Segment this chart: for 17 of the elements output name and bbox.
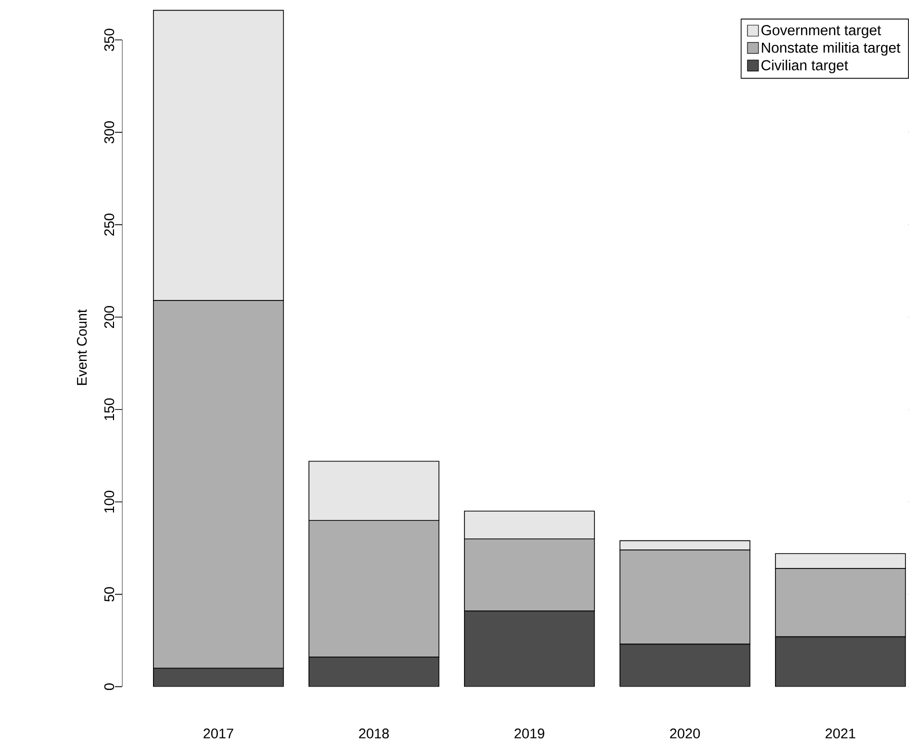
y-tick-label: 200	[104, 306, 114, 328]
y-tick-label: 0	[104, 683, 114, 690]
y-tick-label: 300	[104, 121, 114, 144]
y-tick-label: 100	[104, 490, 114, 512]
x-tick-label: 2021	[826, 728, 856, 738]
y-axis-title: Event Count	[76, 309, 87, 385]
legend-label: Nonstate militia target	[762, 42, 900, 56]
x-tick-label: 2019	[514, 728, 544, 738]
y-tick-label: 50	[104, 587, 114, 602]
y-tick-label: 150	[104, 398, 114, 420]
legend-label: Civilian target	[761, 60, 848, 74]
y-tick-label: 350	[104, 28, 114, 51]
legend-label: Government target	[761, 25, 882, 38]
x-tick-label: 2018	[359, 728, 389, 738]
x-tick-label: 2020	[670, 728, 700, 738]
y-tick-label: 250	[104, 214, 114, 236]
x-tick-label: 2017	[204, 728, 234, 738]
